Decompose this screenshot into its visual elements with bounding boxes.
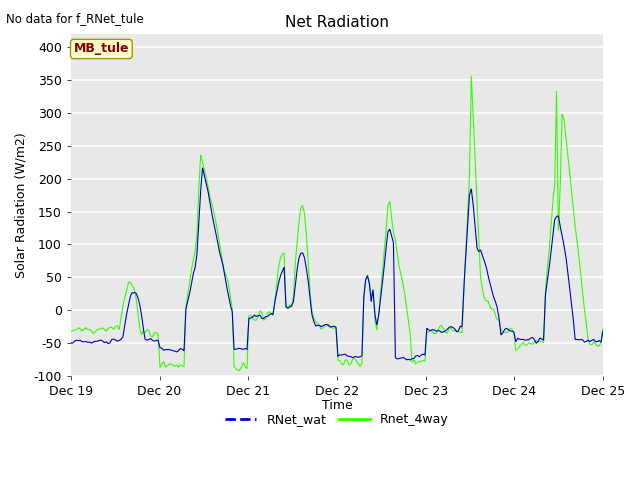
Text: MB_tule: MB_tule — [74, 43, 129, 56]
Y-axis label: Solar Radiation (W/m2): Solar Radiation (W/m2) — [15, 132, 28, 278]
Legend: RNet_wat, Rnet_4way: RNet_wat, Rnet_4way — [220, 408, 454, 431]
Text: No data for f_RNet_tule: No data for f_RNet_tule — [6, 12, 144, 25]
Title: Net Radiation: Net Radiation — [285, 15, 389, 30]
X-axis label: Time: Time — [321, 399, 352, 412]
